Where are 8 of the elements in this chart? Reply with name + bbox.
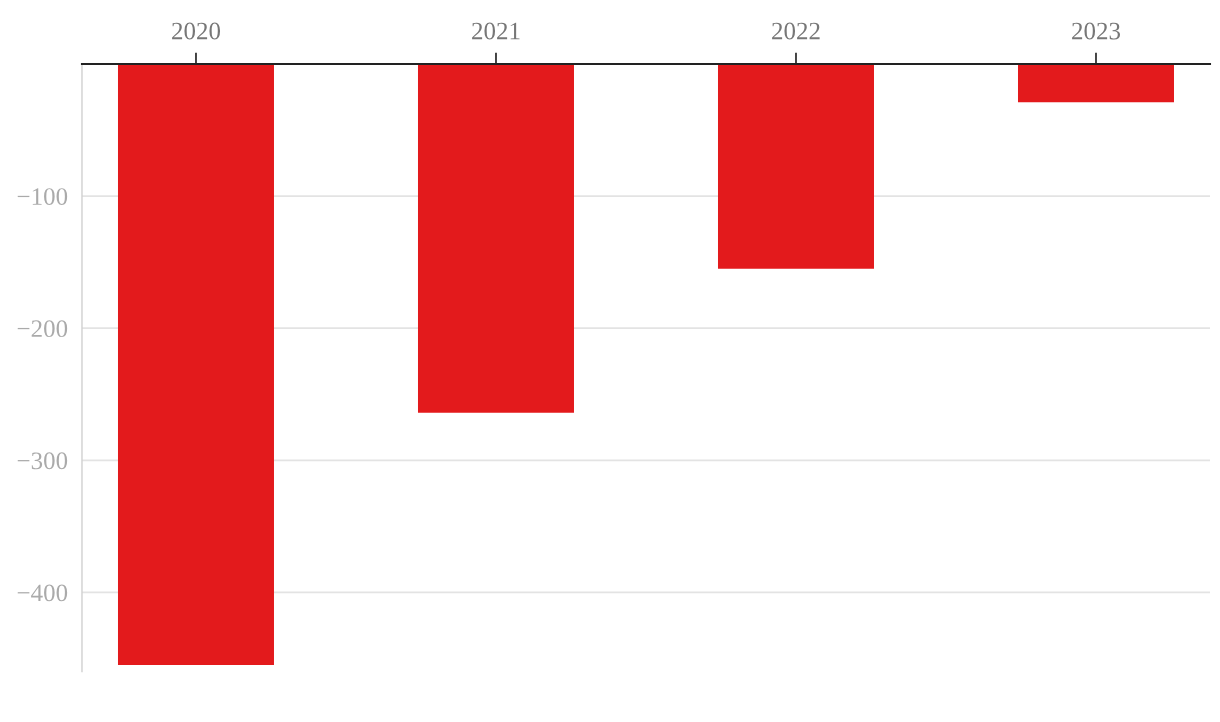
y-tick-label: −100 — [17, 188, 68, 205]
y-tick-label: −300 — [17, 452, 68, 470]
x-tick-label: 2023 — [1072, 22, 1121, 40]
x-tick-label: 2022 — [772, 22, 820, 40]
x-tick-label: 2020 — [172, 22, 221, 40]
x-tick-label: 2021 — [472, 22, 520, 40]
y-tick-label: −200 — [17, 320, 68, 338]
y-tick-label: −400 — [17, 584, 68, 602]
